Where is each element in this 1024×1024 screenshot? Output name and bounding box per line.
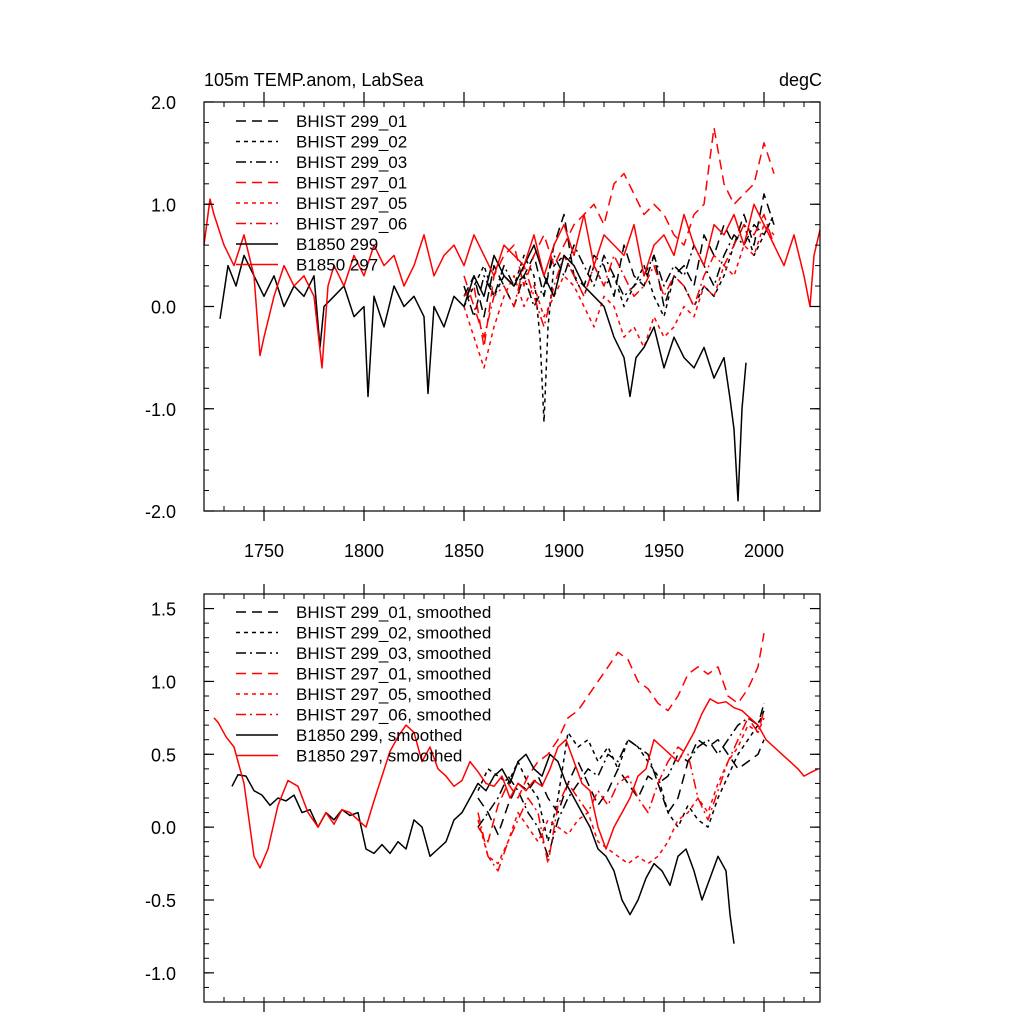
top-legend-label-b1850-297: B1850 297 [296,256,378,275]
bottom-y-tick-label: 0.0 [151,818,176,838]
bottom-legend-label-bhist-297-01-smoothed: BHIST 297_01, smoothed [296,665,491,684]
bottom-series-bhist-299-01-smoothed [477,738,765,836]
top-y-tick-label: -1.0 [145,400,176,420]
top-axes: -2.0 -1.0 0.0 1.0 2.0 1750 1800 1850 1900 1950 200… [145,92,821,561]
bottom-legend-label-bhist-299-01-smoothed: BHIST 299_01, smoothed [296,603,491,622]
bottom-y-tick-label: -0.5 [145,891,176,911]
top-x-tick-label: 1750 [244,541,284,561]
bottom-y-tick-label: 1.0 [151,672,176,692]
top-x-tick-label: 1950 [644,541,684,561]
bottom-series-bhist-297-05-smoothed [477,717,765,865]
top-y-tick-label: 0.0 [151,298,176,318]
bottom-y-tick-label: -1.0 [145,964,176,984]
top-series-b1850-297 [203,198,821,369]
bottom-series-b1850-299-smoothed [231,753,735,944]
bottom-axes: -1.0 -0.5 0.0 0.5 1.0 1.5 [145,584,821,1012]
bottom-legend: BHIST 299_01, smoothed BHIST 299_02, smoo… [236,603,491,766]
bottom-series-bhist-299-03-smoothed [477,703,765,858]
bottom-series-bhist-299-02-smoothed [477,710,765,843]
top-x-tick-label: 1850 [444,541,484,561]
top-series-bhist-297-06 [463,213,775,338]
chart-title: 105m TEMP.anom, LabSea [204,70,424,90]
bottom-legend-label-b1850-299-smoothed: B1850 299, smoothed [296,726,462,745]
bottom-legend-label-bhist-297-05-smoothed: BHIST 297_05, smoothed [296,685,491,704]
bottom-series-bhist-297-01-smoothed [477,633,765,843]
top-y-tick-label: 2.0 [151,93,176,113]
top-series-lines [203,126,821,502]
top-series-b1850-299 [219,244,747,502]
top-legend-label-b1850-299: B1850 299 [296,235,378,254]
bottom-legend-label-b1850-297-smoothed: B1850 297, smoothed [296,747,462,766]
top-series-bhist-297-05 [463,223,775,369]
top-x-tick-label: 1900 [544,541,584,561]
bottom-legend-label-bhist-297-06-smoothed: BHIST 297_06, smoothed [296,706,491,725]
top-y-tick-label: 1.0 [151,195,176,215]
top-series-bhist-299-02 [463,214,775,423]
bottom-legend-label-bhist-299-02-smoothed: BHIST 299_02, smoothed [296,624,491,643]
top-x-tick-label: 1800 [344,541,384,561]
top-legend-label-bhist-299-02: BHIST 299_02 [296,133,407,152]
bottom-series-bhist-297-06-smoothed [477,710,765,872]
top-series-bhist-297-01 [463,126,775,349]
top-legend-label-bhist-297-06: BHIST 297_06 [296,215,407,234]
bottom-series-b1850-297-smoothed [213,698,819,869]
panel-top-chart: 105m TEMP.anom, LabSea degC -2.0 -1.0 0.0 1… [145,70,822,561]
top-legend-label-bhist-299-01: BHIST 299_01 [296,112,407,131]
bottom-series-lines [213,633,819,944]
chart-units: degC [779,70,822,90]
top-x-tick-label: 2000 [744,541,784,561]
top-legend-label-bhist-297-05: BHIST 297_05 [296,194,407,213]
top-legend-label-bhist-297-01: BHIST 297_01 [296,174,407,193]
bottom-y-tick-label: 0.5 [151,745,176,765]
bottom-legend-label-bhist-299-03-smoothed: BHIST 299_03, smoothed [296,644,491,663]
panel-bottom-chart: -1.0 -0.5 0.0 0.5 1.0 1.5 BHIST 299_01, smoot… [145,584,821,1012]
top-y-tick-label: -2.0 [145,502,176,522]
bottom-y-tick-label: 1.5 [151,600,176,620]
top-legend-label-bhist-299-03: BHIST 299_03 [296,153,407,172]
